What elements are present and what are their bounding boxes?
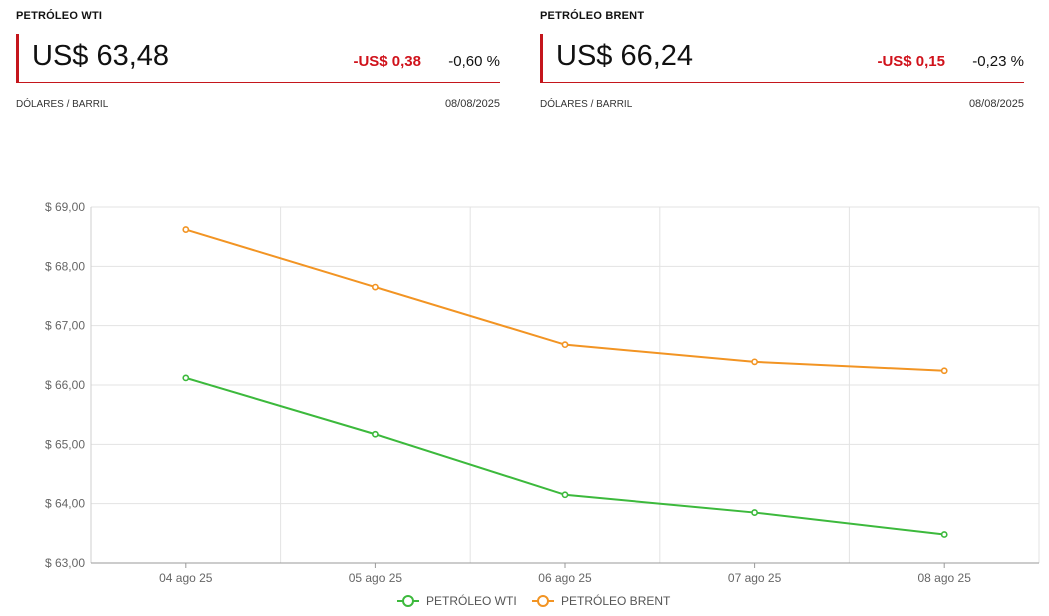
quote-title: PETRÓLEO BRENT <box>540 10 645 22</box>
quote-card-wti: PETRÓLEO WTI US$ 63,48 -US$ 0,38 -0,60 %… <box>16 10 500 110</box>
x-tick-label: 06 ago 25 <box>538 571 592 585</box>
data-point <box>940 531 948 538</box>
series-line-wti <box>185 376 945 536</box>
y-tick-label: $ 63,00 <box>45 556 85 570</box>
quote-change: -US$ 0,38 <box>353 53 421 70</box>
y-tick-label: $ 67,00 <box>45 319 85 333</box>
series-line-brent <box>185 228 945 372</box>
quote-date: 08/08/2025 <box>968 98 1024 110</box>
y-tick-label: $ 66,00 <box>45 378 85 392</box>
quote-title: PETRÓLEO WTI <box>16 10 103 22</box>
price-line-chart: $ 63,00 $ 64,00 $ 65,00 $ 66,00 $ 67,00 $ 68,… <box>45 200 1040 608</box>
quote-price: US$ 66,24 <box>556 40 694 72</box>
quote-unit: DÓLARES / BARRIL <box>540 99 633 110</box>
data-point <box>182 226 190 233</box>
data-point <box>561 341 569 349</box>
x-tick-label: 04 ago 25 <box>159 571 213 585</box>
x-tick-label: 07 ago 25 <box>728 571 782 585</box>
data-point <box>751 509 758 516</box>
quote-card-brent: PETRÓLEO BRENT US$ 66,24 -US$ 0,15 -0,23… <box>540 10 1024 110</box>
legend-swatch-marker <box>402 595 414 607</box>
data-point <box>940 367 948 375</box>
legend-label-wti: PETRÓLEO WTI <box>426 593 517 608</box>
quote-price-box: US$ 63,48 -US$ 0,38 -0,60 % <box>16 34 500 83</box>
quote-price: US$ 63,48 <box>32 40 170 72</box>
y-tick-label: $ 64,00 <box>45 497 85 511</box>
x-tick-label: 05 ago 25 <box>349 571 403 585</box>
quote-date: 08/08/2025 <box>444 98 500 110</box>
data-point <box>561 491 569 499</box>
legend-swatch-marker <box>537 595 549 607</box>
quote-price-box: US$ 66,24 -US$ 0,15 -0,23 % <box>540 34 1024 83</box>
y-tick-label: $ 68,00 <box>45 259 85 273</box>
quote-percent: -0,23 % <box>972 53 1024 70</box>
data-point <box>751 358 758 366</box>
quote-unit: DÓLARES / BARRIL <box>16 99 109 110</box>
data-point <box>371 430 379 438</box>
x-tick-label: 08 ago 25 <box>918 571 972 585</box>
quote-percent: -0,60 % <box>448 53 500 70</box>
y-tick-label: $ 65,00 <box>45 437 85 451</box>
data-point <box>371 283 379 291</box>
quote-change: -US$ 0,15 <box>877 53 945 70</box>
y-tick-label: $ 69,00 <box>45 200 85 214</box>
legend-label-brent: PETRÓLEO BRENT <box>561 593 671 608</box>
data-point <box>182 374 190 382</box>
